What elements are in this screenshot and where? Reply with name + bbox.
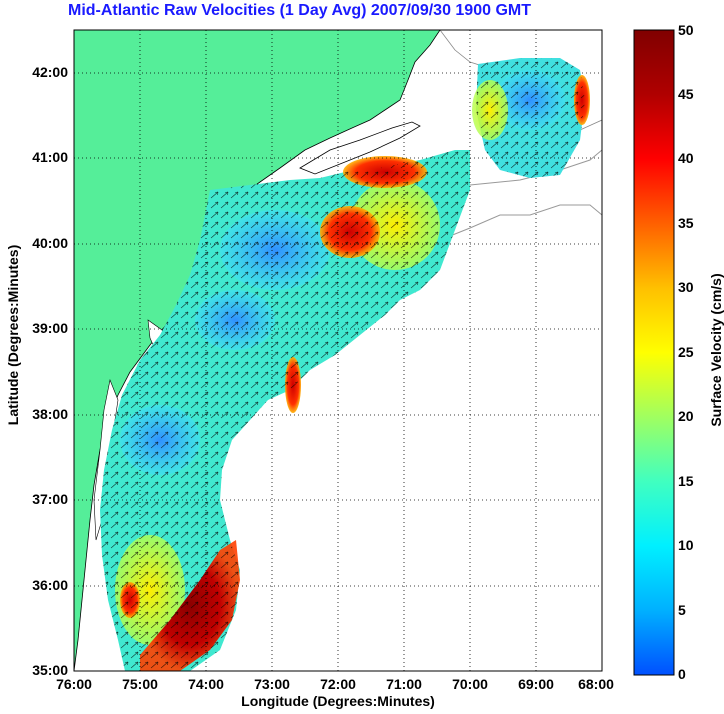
colorbar-tick-label: 50 — [678, 22, 694, 38]
x-tick-label: 75:00 — [122, 676, 158, 692]
colorbar — [633, 29, 675, 676]
x-tick-label: 68:00 — [578, 676, 614, 692]
long-island — [299, 121, 421, 175]
y-tick-label: 35:00 — [32, 662, 68, 678]
bathymetry-contour — [439, 204, 602, 241]
chart-title: Mid-Atlantic Raw Velocities (1 Day Avg) … — [68, 2, 531, 19]
colorbar-label: Surface Velocity (cm/s) — [708, 273, 724, 427]
colorbar-tick-label: 0 — [678, 666, 686, 682]
x-tick-label: 73:00 — [254, 676, 290, 692]
y-tick-label: 36:00 — [32, 577, 68, 593]
y-tick-label: 37:00 — [32, 491, 68, 507]
x-tick-label: 74:00 — [188, 676, 224, 692]
y-tick-label: 38:00 — [32, 406, 68, 422]
plot-frame — [73, 29, 603, 672]
x-tick-label: 72:00 — [320, 676, 356, 692]
grid-lines — [74, 30, 602, 671]
velocity-vectors — [100, 150, 470, 671]
colorbar-tick-label: 10 — [678, 537, 694, 553]
x-axis-label: Longitude (Degrees:Minutes) — [241, 693, 435, 709]
x-tick-label: 70:00 — [452, 676, 488, 692]
velocity-vectors-georges — [476, 58, 585, 178]
y-tick-label: 41:00 — [32, 149, 68, 165]
y-tick-label: 40:00 — [32, 235, 68, 251]
colorbar-tick-label: 20 — [678, 408, 694, 424]
y-axis-label: Latitude (Degrees:Minutes) — [5, 244, 21, 426]
colorbar-tick-label: 35 — [678, 215, 694, 231]
colorbar-tick-label: 45 — [678, 86, 694, 102]
x-tick-label: 69:00 — [518, 676, 554, 692]
x-tick-label: 71:00 — [386, 676, 422, 692]
colorbar-tick-label: 25 — [678, 344, 694, 360]
colorbar-tick-label: 15 — [678, 473, 694, 489]
colorbar-tick-label: 40 — [678, 150, 694, 166]
x-tick-label: 76:00 — [56, 676, 92, 692]
y-tick-label: 42:00 — [32, 64, 68, 80]
y-tick-label: 39:00 — [32, 320, 68, 336]
colorbar-tick-label: 5 — [678, 602, 686, 618]
colorbar-tick-label: 30 — [678, 279, 694, 295]
